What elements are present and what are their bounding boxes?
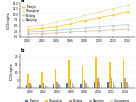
Bar <box>53 84 54 88</box>
Bar <box>43 83 44 88</box>
Bar <box>29 83 31 88</box>
Bar <box>101 85 102 88</box>
Bar <box>80 84 82 88</box>
Shanghai <box>27 26 28 27</box>
Tianjin <box>41 28 43 29</box>
Bar <box>107 82 109 88</box>
Bar <box>44 85 46 88</box>
Bar <box>60 86 61 88</box>
Tianjin <box>55 26 57 27</box>
Bar <box>85 83 87 88</box>
Text: a: a <box>20 0 24 3</box>
Bar <box>72 83 73 88</box>
Y-axis label: tCO2/capita: tCO2/capita <box>10 62 14 80</box>
Bar <box>56 82 58 88</box>
Bar <box>84 80 85 88</box>
Tianjin <box>27 29 28 30</box>
Bar <box>109 62 111 88</box>
Bar <box>55 69 56 88</box>
Tianjin <box>98 17 100 18</box>
Nanjing <box>127 28 128 30</box>
Bar <box>94 82 95 88</box>
Bar <box>126 82 128 88</box>
Bar <box>31 85 33 88</box>
Bar <box>39 85 41 88</box>
Bar <box>27 74 29 88</box>
Shanghai <box>112 8 114 9</box>
Shanghai <box>55 22 57 23</box>
Line: Tianjin: Tianjin <box>27 11 128 30</box>
Legend: Tianjin, Shanghai, Beijing, Nanjing: Tianjin, Shanghai, Beijing, Nanjing <box>22 5 40 22</box>
Bar <box>112 82 114 88</box>
Bar <box>41 72 43 88</box>
Shanghai <box>84 15 85 16</box>
Shanghai <box>127 5 128 6</box>
Bar <box>33 87 34 88</box>
Beijing <box>27 31 28 33</box>
Bar <box>124 78 126 88</box>
Bar <box>73 85 75 88</box>
Bar <box>70 79 72 88</box>
Tianjin <box>127 11 128 12</box>
Shanghai <box>98 12 100 13</box>
Bar <box>97 78 99 88</box>
Bar <box>111 78 112 88</box>
Nanjing <box>70 31 71 33</box>
Shanghai <box>70 18 71 19</box>
Beijing <box>70 28 71 30</box>
Bar <box>123 59 124 88</box>
Y-axis label: tCO2/capita: tCO2/capita <box>7 11 11 29</box>
Bar <box>95 57 97 88</box>
Line: Beijing: Beijing <box>27 24 128 32</box>
Beijing <box>127 24 128 25</box>
Nanjing <box>41 33 43 34</box>
Shanghai <box>41 25 43 26</box>
Nanjing <box>27 34 28 35</box>
Bar <box>128 85 129 88</box>
Bar <box>46 86 48 88</box>
Nanjing <box>84 31 85 32</box>
Bar <box>26 85 27 88</box>
Legend: Tianjin, Shanghai, Beijing, Nanjing, Chongqing: Tianjin, Shanghai, Beijing, Nanjing, Cho… <box>25 99 130 102</box>
Bar <box>87 86 89 88</box>
Beijing <box>112 25 114 26</box>
Text: b: b <box>20 48 24 53</box>
Tianjin <box>70 23 71 24</box>
Bar <box>99 82 101 88</box>
Bar <box>82 66 83 88</box>
Beijing <box>55 30 57 31</box>
Tianjin <box>84 20 85 21</box>
Nanjing <box>98 30 100 31</box>
Nanjing <box>112 29 114 30</box>
Beijing <box>84 27 85 28</box>
Bar <box>58 84 60 88</box>
Bar <box>121 82 122 88</box>
Line: Nanjing: Nanjing <box>27 29 128 35</box>
Tianjin <box>112 14 114 15</box>
Bar <box>114 85 116 88</box>
Nanjing <box>55 32 57 33</box>
Beijing <box>98 26 100 27</box>
Beijing <box>41 31 43 32</box>
Bar <box>66 83 68 88</box>
Bar <box>68 60 70 88</box>
Line: Shanghai: Shanghai <box>27 5 128 27</box>
